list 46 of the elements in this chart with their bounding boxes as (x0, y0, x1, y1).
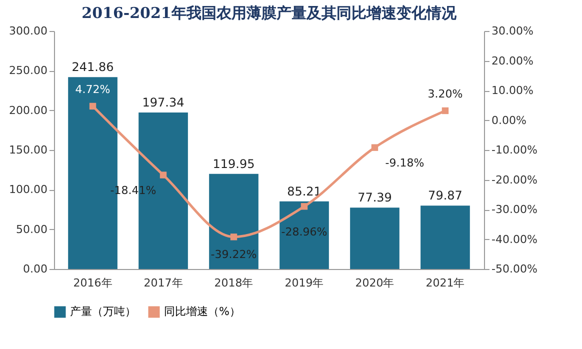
y2-tick-label: -10.00% (492, 144, 538, 156)
y-tick-label: 0.00 (23, 262, 48, 276)
data-label: -9.18% (385, 156, 424, 170)
legend-label: 同比增速（%） (164, 305, 240, 318)
data-label: 79.87 (428, 188, 462, 203)
legend-label: 产量（万吨） (70, 305, 136, 318)
data-label: 4.72% (75, 83, 110, 96)
point (442, 107, 449, 114)
x-tick-label: 2016年 (73, 276, 112, 290)
y-tick-label: 200.00 (9, 104, 48, 117)
data-label: 197.34 (142, 95, 184, 110)
data-label: -28.96% (281, 225, 328, 238)
y2-tick-label: -50.00% (492, 262, 538, 276)
data-label: 3.20% (428, 88, 463, 101)
y2-tick-label: 0.00% (492, 114, 526, 127)
data-label: 241.86 (72, 60, 114, 74)
data-label: -39.22% (210, 248, 257, 261)
bar (280, 201, 329, 269)
point (160, 172, 167, 178)
point (300, 203, 308, 210)
y2-tick-label: -40.00% (492, 232, 538, 246)
chart-title: 2016-2021年我国农用薄膜产量及其同比增速变化情况 (82, 4, 458, 22)
y-tick-label: 100.00 (9, 183, 48, 196)
y2-tick-label: -30.00% (492, 203, 538, 216)
y-tick-label: 300.00 (9, 24, 48, 38)
x-tick-label: 2019年 (284, 276, 324, 290)
x-tick-label: 2020年 (355, 276, 394, 290)
y2-tick-label: 10.00% (492, 84, 534, 97)
y-tick-label: 250.00 (9, 64, 48, 78)
y-tick-label: 150.00 (9, 144, 48, 156)
y2-tick-label: 30.00% (492, 24, 534, 38)
x-tick-label: 2021年 (426, 276, 465, 290)
data-label: 77.39 (358, 190, 392, 205)
data-label: 85.21 (287, 184, 322, 198)
y2-tick-label: -20.00% (492, 173, 538, 186)
data-label: 119.95 (212, 156, 255, 171)
x-tick-label: 2018年 (214, 276, 254, 290)
point (89, 102, 96, 110)
bar (209, 174, 258, 269)
point (230, 234, 238, 240)
bar (420, 206, 470, 269)
y2-tick-label: 20.00% (492, 54, 534, 68)
point (371, 144, 378, 151)
bar (350, 208, 400, 269)
y-tick-label: 50.00 (16, 222, 48, 236)
x-tick-label: 2017年 (144, 276, 183, 290)
